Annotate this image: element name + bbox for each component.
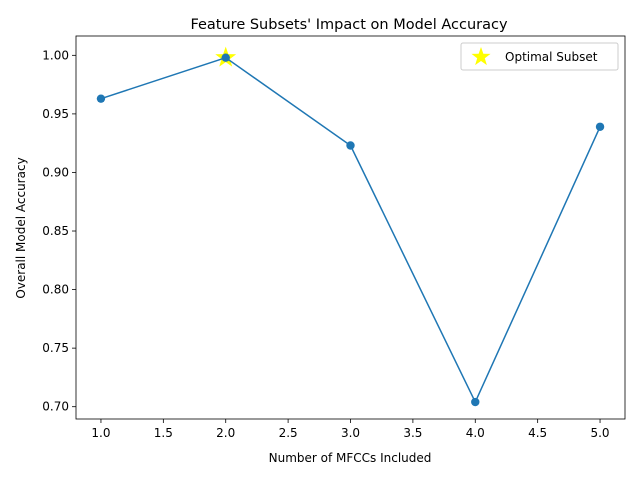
- legend-frame: [460, 42, 619, 71]
- y-axis-label: Overall Model Accuracy: [14, 157, 28, 298]
- legend-entry-optimal-subset: Optimal Subset: [505, 50, 598, 64]
- x-tick-label: 2.5: [279, 426, 298, 440]
- x-tick-label: 3.5: [403, 426, 422, 440]
- x-axis-label: Number of MFCCs Included: [269, 451, 432, 465]
- legend: Optimal Subset: [460, 42, 619, 71]
- y-tick-label: 0.85: [42, 224, 69, 238]
- plot-area: 1.0 1.5 2.0 2.5 3.0 3.5 4.0 4.5 5.0 0.70 0.75 0.80…: [42, 35, 626, 440]
- legend-star-icon: [471, 47, 491, 66]
- x-tick-label: 5.0: [590, 426, 609, 440]
- y-tick-label: 0.75: [42, 341, 69, 355]
- chart-title: Feature Subsets' Impact on Model Accurac…: [190, 17, 508, 33]
- x-axis: 1.0 1.5 2.0 2.5 3.0 3.5 4.0 4.5 5.0: [91, 419, 610, 440]
- x-tick-label: 1.5: [154, 426, 173, 440]
- x-tick-label: 3.0: [341, 426, 360, 440]
- data-point: [595, 122, 605, 131]
- y-tick-label: 0.95: [42, 107, 69, 121]
- y-tick-label: 0.80: [42, 283, 69, 297]
- plot-frame: [75, 35, 626, 420]
- x-tick-label: 4.5: [528, 426, 547, 440]
- x-tick-label: 2.0: [216, 426, 235, 440]
- series-layer: [96, 53, 605, 407]
- x-tick-label: 4.0: [466, 426, 485, 440]
- data-point: [96, 94, 106, 103]
- x-tick-label: 1.0: [91, 426, 110, 440]
- data-point: [221, 53, 230, 62]
- data-point: [471, 397, 480, 407]
- y-tick-label: 1.00: [42, 48, 69, 62]
- y-axis: 0.70 0.75 0.80 0.85 0.90 0.95 1.00: [42, 48, 76, 414]
- y-tick-label: 0.70: [42, 400, 69, 414]
- series-line: [100, 56, 601, 404]
- y-tick-label: 0.90: [42, 165, 69, 179]
- data-point: [346, 141, 355, 150]
